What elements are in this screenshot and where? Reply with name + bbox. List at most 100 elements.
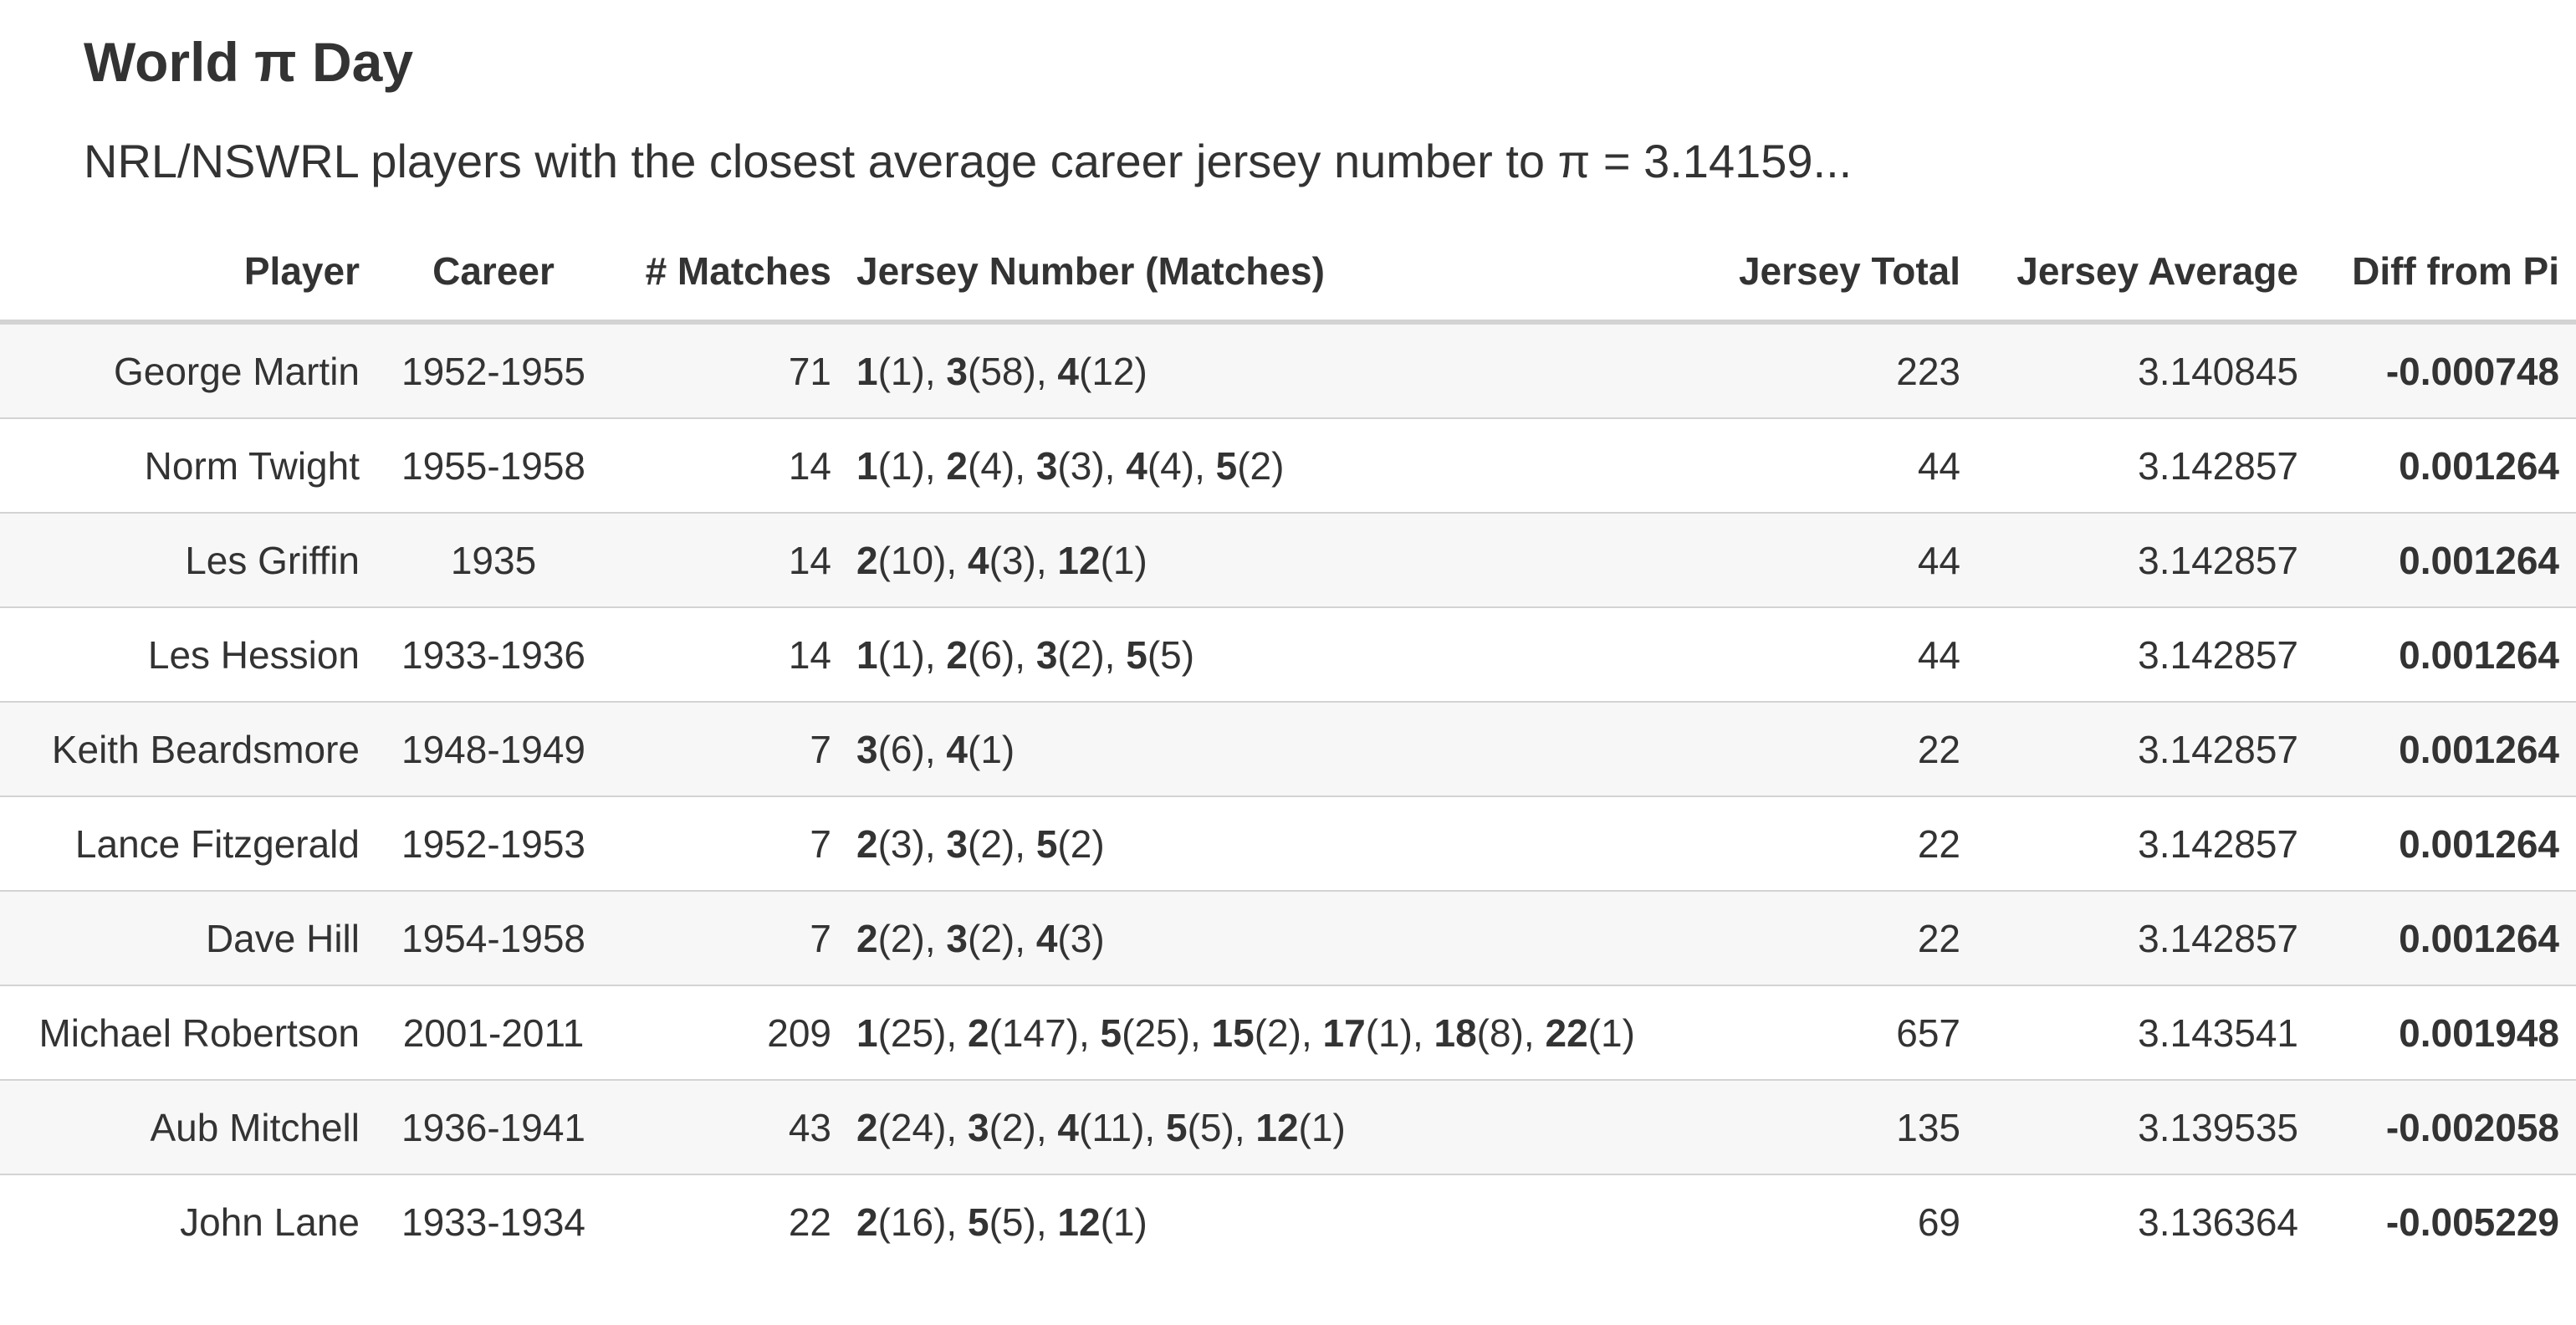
column-header-diff-from-pi: Diff from Pi [2320, 223, 2576, 325]
jersey-average-cell: 3.142857 [1984, 606, 2320, 702]
jersey-match-count: 2 [1070, 821, 1092, 866]
jersey-match-count: 1 [890, 632, 912, 677]
diff-from-pi-cell: -0.002058 [2320, 1079, 2576, 1174]
career-cell: 1935 [380, 512, 607, 607]
jersey-number: 22 [1545, 1010, 1588, 1055]
jersey-number: 4 [967, 538, 989, 582]
jersey-number: 5 [1100, 1010, 1122, 1055]
jersey-number: 1 [856, 349, 878, 393]
jersey-number: 3 [946, 821, 968, 866]
jersey-number: 4 [1057, 1105, 1079, 1149]
jersey-match-count: 8 [1490, 1010, 1511, 1055]
matches-cell: 7 [607, 701, 846, 796]
jersey-match-count: 11 [1091, 1105, 1132, 1149]
jersey-match-count: 2 [980, 916, 1002, 960]
jersey-match-count: 1 [980, 727, 1002, 771]
diff-from-pi-cell: 0.001264 [2320, 701, 2576, 796]
jersey-match-count: 25 [1134, 1010, 1178, 1055]
jersey-match-count: 4 [980, 443, 1002, 488]
jersey-match-count: 2 [1001, 1105, 1024, 1149]
jersey-match-count: 25 [890, 1010, 934, 1055]
column-header-jersey-average: Jersey Average [1984, 223, 2320, 325]
jersey-number: 5 [1035, 821, 1058, 866]
career-cell: 2001-2011 [380, 985, 607, 1080]
jersey-numbers-cell: 1(1), 3(58), 4(12) [846, 321, 1683, 418]
jersey-match-count: 1 [1378, 1010, 1400, 1055]
jersey-number: 4 [1126, 443, 1147, 488]
jersey-match-count: 1 [1112, 1200, 1135, 1244]
matches-cell: 14 [607, 512, 846, 607]
jersey-average-cell: 3.136364 [1984, 1174, 2320, 1268]
jersey-average-cell: 3.142857 [1984, 796, 2320, 891]
jersey-number: 3 [967, 1105, 989, 1149]
jersey-match-count: 58 [980, 349, 1024, 393]
jersey-number: 2 [856, 1105, 878, 1149]
column-header-matches: # Matches [607, 223, 846, 325]
table-row: Les Hession 1933-1936 14 1(1), 2(6), 3(2), … [0, 606, 2576, 702]
players-table: Player Career # Matches Jersey Number (M… [0, 223, 2576, 1268]
diff-from-pi-cell: 0.001264 [2320, 512, 2576, 607]
jersey-match-count: 3 [890, 821, 912, 866]
jersey-match-count: 3 [1001, 538, 1024, 582]
career-cell: 1954-1958 [380, 890, 607, 985]
jersey-match-count: 4 [1160, 443, 1182, 488]
jersey-number: 18 [1434, 1010, 1477, 1055]
jersey-average-cell: 3.143541 [1984, 985, 2320, 1080]
table-body: George Martin 1952-1955 71 1(1), 3(58), 4(1… [0, 321, 2576, 1268]
table-row: Michael Robertson 2001-2011 209 1(25), 2(14… [0, 985, 2576, 1080]
table-header-row: Player Career # Matches Jersey Number (M… [0, 223, 2576, 325]
jersey-total-cell: 22 [1683, 796, 1984, 891]
jersey-number: 5 [967, 1200, 989, 1244]
jersey-numbers-cell: 1(1), 2(4), 3(3), 4(4), 5(2) [846, 417, 1683, 513]
jersey-numbers-cell: 3(6), 4(1) [846, 701, 1683, 796]
jersey-match-count: 2 [1250, 443, 1272, 488]
jersey-number: 5 [1215, 443, 1238, 488]
career-cell: 1936-1941 [380, 1079, 607, 1174]
jersey-number: 3 [1035, 632, 1058, 677]
jersey-match-count: 6 [890, 727, 912, 771]
jersey-number: 2 [856, 1200, 878, 1244]
jersey-number: 12 [1057, 1200, 1101, 1244]
player-name-cell: Michael Robertson [0, 985, 380, 1080]
jersey-number: 3 [946, 349, 968, 393]
jersey-average-cell: 3.139535 [1984, 1079, 2320, 1174]
career-cell: 1933-1936 [380, 606, 607, 702]
jersey-number: 4 [1057, 349, 1079, 393]
jersey-number: 1 [856, 1010, 878, 1055]
table-row: Aub Mitchell 1936-1941 43 2(24), 3(2), 4(11… [0, 1079, 2576, 1174]
jersey-number: 2 [856, 538, 878, 582]
jersey-numbers-cell: 2(2), 3(2), 4(3) [846, 890, 1683, 985]
jersey-number: 12 [1255, 1105, 1299, 1149]
jersey-number: 2 [946, 632, 968, 677]
jersey-average-cell: 3.142857 [1984, 417, 2320, 513]
jersey-number: 1 [856, 632, 878, 677]
matches-cell: 209 [607, 985, 846, 1080]
jersey-total-cell: 657 [1683, 985, 1984, 1080]
jersey-total-cell: 22 [1683, 890, 1984, 985]
jersey-number: 5 [1165, 1105, 1188, 1149]
jersey-match-count: 2 [1267, 1010, 1289, 1055]
jersey-match-count: 24 [890, 1105, 934, 1149]
jersey-match-count: 1 [890, 349, 912, 393]
player-name-cell: Keith Beardsmore [0, 701, 380, 796]
jersey-numbers-cell: 1(25), 2(147), 5(25), 15(2), 17(1), 18(8… [846, 985, 1683, 1080]
jersey-match-count: 5 [1001, 1200, 1024, 1244]
jersey-numbers-cell: 1(1), 2(6), 3(2), 5(5) [846, 606, 1683, 702]
matches-cell: 22 [607, 1174, 846, 1268]
jersey-match-count: 2 [1070, 632, 1092, 677]
column-header-career: Career [380, 223, 607, 325]
table-row: Les Griffin 1935 14 2(10), 4(3), 12(1) 44 3.1… [0, 512, 2576, 607]
jersey-match-count: 5 [1160, 632, 1182, 677]
jersey-number: 4 [946, 727, 968, 771]
matches-cell: 7 [607, 796, 846, 891]
jersey-total-cell: 69 [1683, 1174, 1984, 1268]
jersey-total-cell: 44 [1683, 512, 1984, 607]
table-row: John Lane 1933-1934 22 2(16), 5(5), 12(1) 69… [0, 1174, 2576, 1268]
diff-from-pi-cell: -0.005229 [2320, 1174, 2576, 1268]
diff-from-pi-cell: 0.001264 [2320, 417, 2576, 513]
table-row: Dave Hill 1954-1958 7 2(2), 3(2), 4(3) 22 3.1… [0, 890, 2576, 985]
column-header-player: Player [0, 223, 380, 325]
matches-cell: 43 [607, 1079, 846, 1174]
matches-cell: 14 [607, 417, 846, 513]
jersey-number: 3 [946, 916, 968, 960]
